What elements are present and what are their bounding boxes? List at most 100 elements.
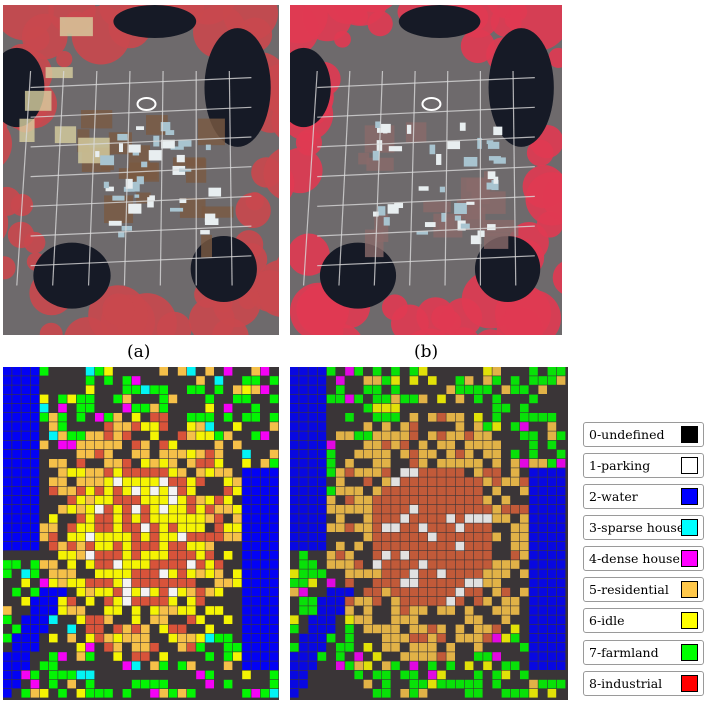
class-cell <box>455 560 465 569</box>
class-cell <box>242 587 251 597</box>
class-cell <box>205 459 214 468</box>
class-cell <box>446 551 455 560</box>
class-cell <box>455 523 465 532</box>
class-cell <box>95 615 104 624</box>
class-cell <box>3 689 12 698</box>
class-cell <box>260 606 270 615</box>
class-cell <box>474 477 483 486</box>
class-cell <box>76 551 86 560</box>
class-cell <box>538 597 547 606</box>
class-cell <box>21 505 30 514</box>
vegetation-patch <box>290 169 295 198</box>
class-cell <box>260 523 270 532</box>
class-cell <box>382 495 391 505</box>
class-cell <box>345 569 354 578</box>
class-cell <box>474 495 483 505</box>
class-cell <box>214 569 224 578</box>
class-cell <box>409 422 419 431</box>
building <box>204 218 219 226</box>
class-cell <box>21 624 30 634</box>
class-cell <box>455 394 465 404</box>
class-cell <box>400 606 409 615</box>
class-cell <box>223 643 233 652</box>
class-cell <box>547 624 557 634</box>
class-cell <box>150 560 159 569</box>
class-cell <box>150 523 159 532</box>
class-cell <box>299 385 308 394</box>
road <box>30 106 252 118</box>
class-cell <box>251 431 260 440</box>
class-cell <box>30 597 40 606</box>
class-cell <box>12 376 21 385</box>
class-cell <box>3 367 12 376</box>
class-cell <box>464 486 474 496</box>
class-cell <box>260 587 270 597</box>
class-cell <box>455 514 465 523</box>
class-cell <box>223 486 233 496</box>
field-patch <box>129 162 160 182</box>
class-cell <box>3 560 12 569</box>
field-patch <box>81 110 113 129</box>
class-cell <box>58 541 67 551</box>
class-cell <box>464 431 474 440</box>
class-cell <box>290 541 299 551</box>
class-cell <box>260 541 270 551</box>
class-cell <box>3 652 12 661</box>
class-cell <box>290 486 299 496</box>
class-cell <box>113 440 122 450</box>
legend-label: 5-residential <box>589 582 669 597</box>
class-cell <box>58 422 67 431</box>
class-cell <box>538 652 547 661</box>
class-cell <box>529 689 538 698</box>
class-cell <box>345 367 354 376</box>
class-cell <box>223 532 233 542</box>
class-cell <box>345 551 354 560</box>
class-cell <box>205 449 214 459</box>
class-cell <box>159 597 168 606</box>
class-cell <box>437 541 446 551</box>
building <box>491 180 499 191</box>
class-cell <box>336 376 345 385</box>
vegetation-patch <box>3 256 16 280</box>
building <box>488 156 501 161</box>
class-cell <box>418 440 428 450</box>
class-cell <box>177 551 187 560</box>
class-cell <box>326 505 336 514</box>
class-cell <box>326 449 336 459</box>
class-cell <box>336 560 345 569</box>
class-cell <box>58 413 67 422</box>
class-cell <box>76 440 86 450</box>
class-cell <box>372 431 382 440</box>
class-cell <box>382 376 391 385</box>
class-cell <box>529 440 538 450</box>
class-cell <box>345 468 354 477</box>
class-cell <box>269 422 279 431</box>
class-cell <box>464 551 474 560</box>
class-cell <box>260 367 270 376</box>
class-cell <box>529 643 538 652</box>
class-cell <box>418 523 428 532</box>
class-cell <box>131 560 141 569</box>
class-cell <box>12 495 21 505</box>
class-cell <box>538 560 547 569</box>
class-cell <box>214 505 224 514</box>
class-cell <box>251 597 260 606</box>
class-cell <box>141 385 150 394</box>
class-cell <box>3 523 12 532</box>
class-cell <box>223 661 233 670</box>
vegetation-patch <box>290 147 323 194</box>
class-cell <box>382 643 391 652</box>
building <box>176 154 185 163</box>
class-cell <box>177 477 187 486</box>
class-cell <box>58 394 67 404</box>
class-cell <box>49 587 58 597</box>
class-cell <box>354 505 363 514</box>
class-cell <box>177 523 187 532</box>
class-cell <box>529 486 538 496</box>
class-cell <box>308 661 317 670</box>
class-cell <box>12 367 21 376</box>
class-cell <box>159 459 168 468</box>
class-cell <box>168 459 178 468</box>
class-cell <box>290 661 299 670</box>
class-cell <box>547 514 557 523</box>
